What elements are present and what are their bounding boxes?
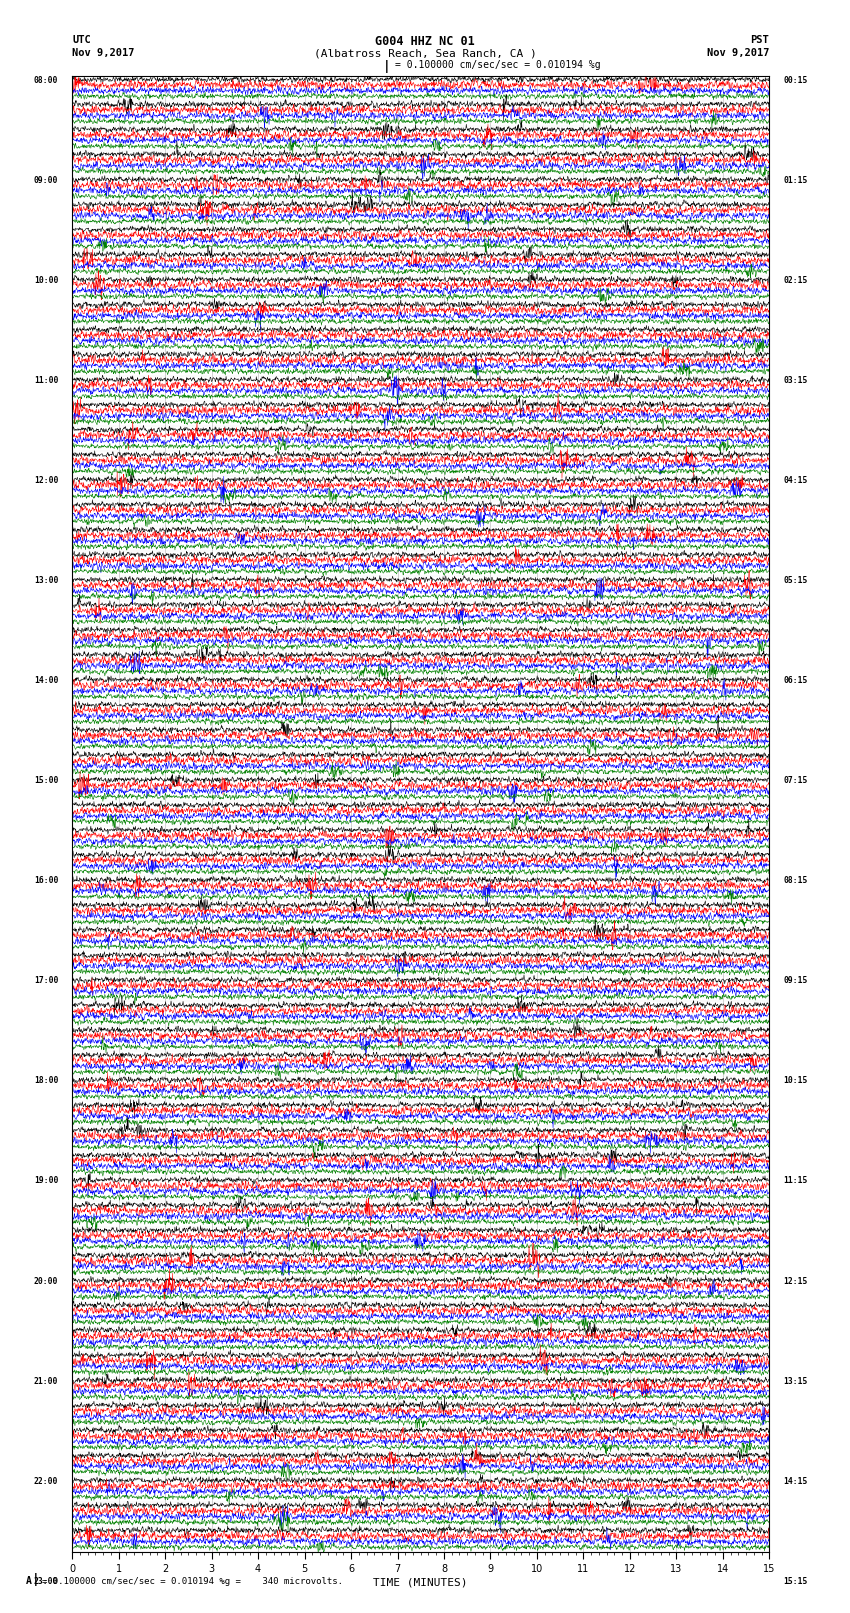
X-axis label: TIME (MINUTES): TIME (MINUTES) [373, 1578, 468, 1587]
Text: 15:15: 15:15 [783, 1578, 808, 1586]
Text: Nov 9,2017: Nov 9,2017 [706, 48, 769, 58]
Text: 14:00: 14:00 [34, 676, 59, 686]
Text: 13:15: 13:15 [783, 1376, 808, 1386]
Text: 05:15: 05:15 [783, 576, 808, 586]
Text: G004 HHZ NC 01: G004 HHZ NC 01 [375, 35, 475, 48]
Text: 02:15: 02:15 [783, 276, 808, 286]
Text: 23:00: 23:00 [34, 1578, 59, 1586]
Text: (Albatross Reach, Sea Ranch, CA ): (Albatross Reach, Sea Ranch, CA ) [314, 48, 536, 58]
Text: 15:00: 15:00 [34, 776, 59, 786]
Text: |: | [32, 1573, 40, 1586]
Text: 12:15: 12:15 [783, 1276, 808, 1286]
Text: 11:15: 11:15 [783, 1176, 808, 1186]
Text: = 0.100000 cm/sec/sec = 0.010194 %g =    340 microvolts.: = 0.100000 cm/sec/sec = 0.010194 %g = 34… [42, 1576, 343, 1586]
Text: |: | [383, 60, 390, 73]
Text: 10:15: 10:15 [783, 1076, 808, 1086]
Text: 11:00: 11:00 [34, 376, 59, 386]
Text: 07:15: 07:15 [783, 776, 808, 786]
Text: 17:00: 17:00 [34, 976, 59, 986]
Text: 16:00: 16:00 [34, 876, 59, 886]
Text: PST: PST [751, 35, 769, 45]
Text: 00:15: 00:15 [783, 76, 808, 85]
Text: 10:00: 10:00 [34, 276, 59, 286]
Text: 06:15: 06:15 [783, 676, 808, 686]
Text: = 0.100000 cm/sec/sec = 0.010194 %g: = 0.100000 cm/sec/sec = 0.010194 %g [395, 60, 601, 69]
Text: 14:15: 14:15 [783, 1476, 808, 1486]
Text: 01:15: 01:15 [783, 176, 808, 185]
Text: 03:15: 03:15 [783, 376, 808, 386]
Text: 12:00: 12:00 [34, 476, 59, 486]
Text: 21:00: 21:00 [34, 1376, 59, 1386]
Text: 18:00: 18:00 [34, 1076, 59, 1086]
Text: UTC: UTC [72, 35, 91, 45]
Text: 19:00: 19:00 [34, 1176, 59, 1186]
Text: Nov 9,2017: Nov 9,2017 [72, 48, 135, 58]
Text: 13:00: 13:00 [34, 576, 59, 586]
Text: 22:00: 22:00 [34, 1476, 59, 1486]
Text: 04:15: 04:15 [783, 476, 808, 486]
Text: 09:15: 09:15 [783, 976, 808, 986]
Text: A: A [26, 1576, 31, 1586]
Text: 09:00: 09:00 [34, 176, 59, 185]
Text: 08:00: 08:00 [34, 76, 59, 85]
Text: 08:15: 08:15 [783, 876, 808, 886]
Text: 20:00: 20:00 [34, 1276, 59, 1286]
